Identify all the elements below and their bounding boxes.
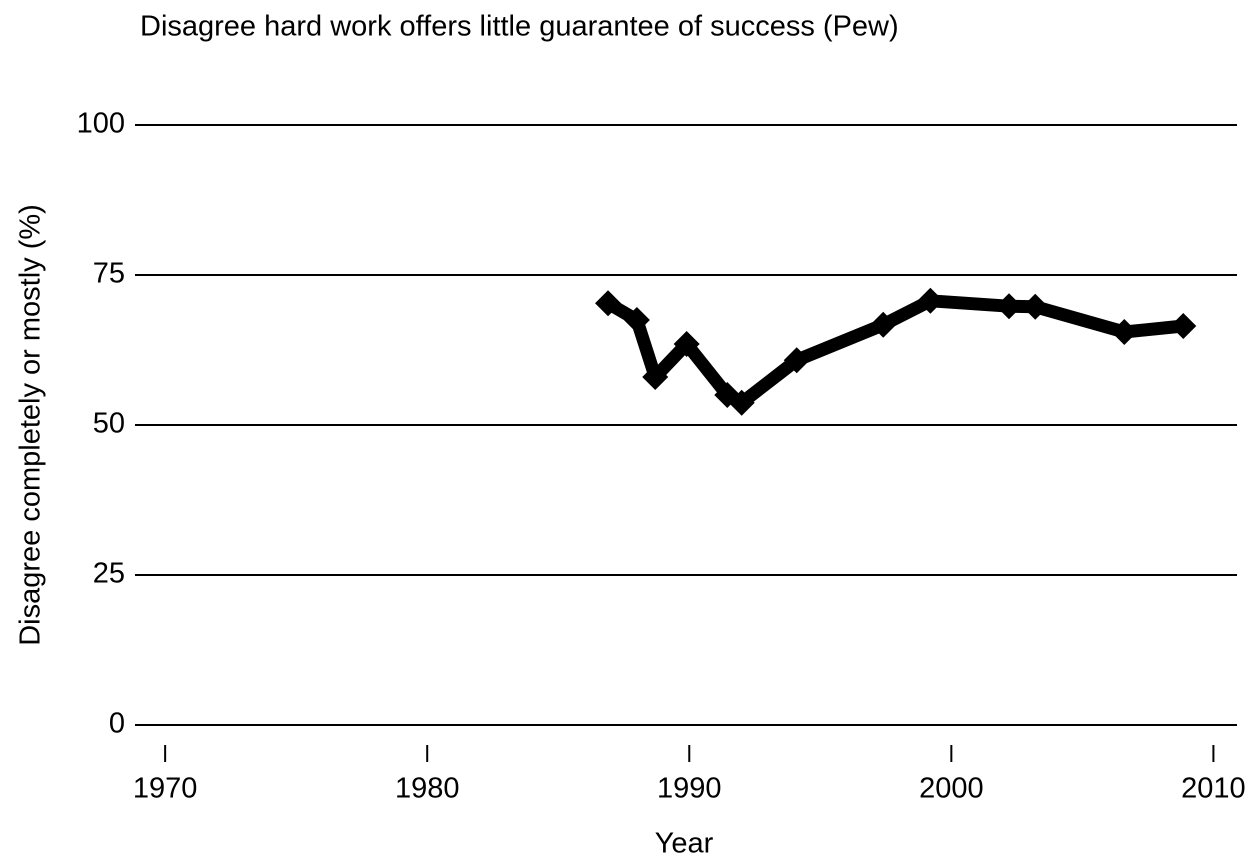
marker: [728, 389, 755, 416]
x-tick-label: 1990: [657, 773, 722, 805]
x-tick-label: 2000: [919, 773, 984, 805]
y-tick-label: 50: [93, 408, 125, 440]
x-axis-label: Year: [655, 828, 714, 860]
marker: [1022, 293, 1049, 320]
marker: [642, 364, 669, 390]
y-axis-label: Disagree completely or mostly (%): [15, 204, 47, 646]
line: [604, 294, 1184, 410]
y-tick-label: 0: [109, 708, 125, 740]
x-tick-label: 1980: [395, 773, 460, 805]
y-tick-label: 75: [93, 258, 125, 290]
marker: [917, 287, 944, 314]
marker: [1111, 319, 1138, 345]
marker: [783, 347, 810, 374]
marker: [996, 293, 1022, 320]
x-tick-label: 1970: [133, 773, 198, 805]
chart-title: Disagree hard work offers little guarant…: [140, 11, 899, 43]
y-tick-label: 25: [93, 558, 125, 590]
y-tick-label: 100: [77, 108, 125, 140]
marker: [870, 311, 897, 338]
marker: [623, 307, 650, 333]
marker: [1170, 313, 1197, 339]
marker: [673, 331, 700, 357]
x-tick-label: 2010: [1181, 773, 1246, 805]
marker: [595, 290, 622, 317]
